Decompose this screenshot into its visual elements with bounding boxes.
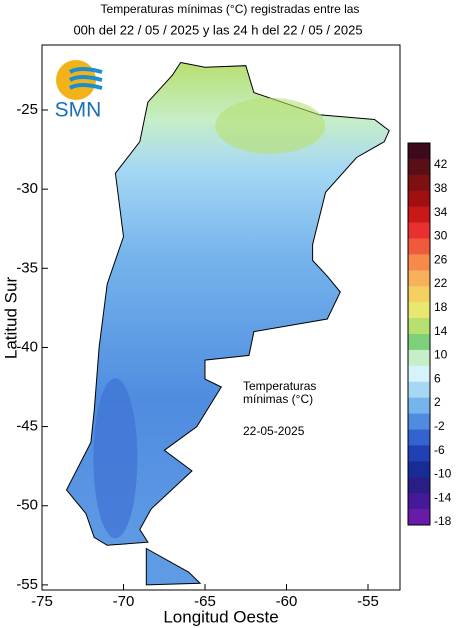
colorbar-band [408, 238, 430, 255]
logo-text: SMN [55, 99, 102, 122]
x-tick-label: -65 [194, 593, 216, 610]
title-line: Temperaturas mínimas (°C) registradas en… [101, 2, 360, 16]
colorbar-band [408, 158, 430, 176]
colorbar: 42 38 34 30 26 22 18 14 10 6 2 -2 -6 -10 -14 -18 [407, 142, 452, 528]
cold-zone [93, 378, 138, 539]
colorbar-band [408, 461, 430, 478]
colorbar-label: -14 [434, 490, 452, 504]
logo: SMN [55, 60, 103, 122]
annotation: mínimas (°C) [243, 392, 313, 406]
country-shape [65, 61, 390, 546]
title-line: 00h del 22 / 05 / 2025 y las 24 h del 22… [73, 22, 362, 37]
y-tick-label: -40 [16, 338, 38, 355]
annotation: Temperaturas [243, 379, 316, 393]
colorbar-label: 2 [434, 395, 441, 409]
colorbar-label: 10 [434, 348, 448, 362]
colorbar-band [408, 318, 430, 335]
y-tick-label: -35 [16, 259, 38, 276]
colorbar-label: 38 [434, 181, 448, 195]
colorbar-band [408, 190, 430, 208]
colorbar-label: -18 [434, 514, 452, 528]
y-tick-label: -25 [16, 101, 38, 118]
colorbar-band [408, 270, 430, 287]
colorbar-band [408, 413, 430, 430]
colorbar-band [408, 143, 430, 160]
x-tick-label: -55 [357, 593, 379, 610]
colorbar-label: 14 [434, 324, 448, 338]
colorbar-band [408, 445, 430, 462]
y-axis-label: Latitud Sur [1, 277, 20, 360]
y-tick-label: -55 [16, 576, 38, 593]
x-tick-label: -60 [276, 593, 298, 610]
colorbar-band [408, 334, 430, 351]
colorbar-band [408, 397, 430, 415]
colorbar-label: 30 [434, 229, 448, 243]
colorbar-band [408, 381, 430, 399]
x-axis-label: Longitud Oeste [163, 607, 278, 626]
logo-sun [56, 60, 96, 100]
colorbar-label: -6 [434, 443, 445, 457]
colorbar-label: 42 [434, 157, 448, 171]
colorbar-label: 22 [434, 276, 448, 290]
colorbar-label: 18 [434, 300, 448, 314]
y-tick-label: -45 [16, 418, 38, 435]
colorbar-label: -10 [434, 467, 452, 481]
map-area [65, 61, 390, 586]
tierra-del-fuego [145, 547, 202, 586]
colorbar-label: 6 [434, 371, 441, 385]
colorbar-band [408, 222, 430, 239]
colorbar-band [408, 349, 430, 367]
y-tick-label: -50 [16, 497, 38, 514]
colorbar-band [408, 477, 430, 494]
logo-waves [68, 67, 103, 90]
colorbar-band [408, 509, 430, 526]
colorbar-band [408, 174, 430, 192]
colorbar-band [408, 302, 430, 319]
y-tick-label: -30 [16, 180, 38, 197]
x-tick-label: -70 [113, 593, 135, 610]
colorbar-band [408, 429, 430, 446]
colorbar-band [408, 286, 430, 303]
annotation: 22-05-2025 [243, 424, 305, 438]
colorbar-label: -2 [434, 419, 445, 433]
colorbar-band [408, 206, 430, 224]
colorbar-label: 34 [434, 205, 448, 219]
x-tick-label: -75 [31, 593, 53, 610]
colorbar-band [408, 254, 430, 271]
colorbar-label: 26 [434, 252, 448, 266]
warm-zone [215, 97, 326, 154]
colorbar-band [408, 493, 430, 510]
colorbar-frame [407, 142, 431, 526]
colorbar-band [408, 365, 430, 383]
